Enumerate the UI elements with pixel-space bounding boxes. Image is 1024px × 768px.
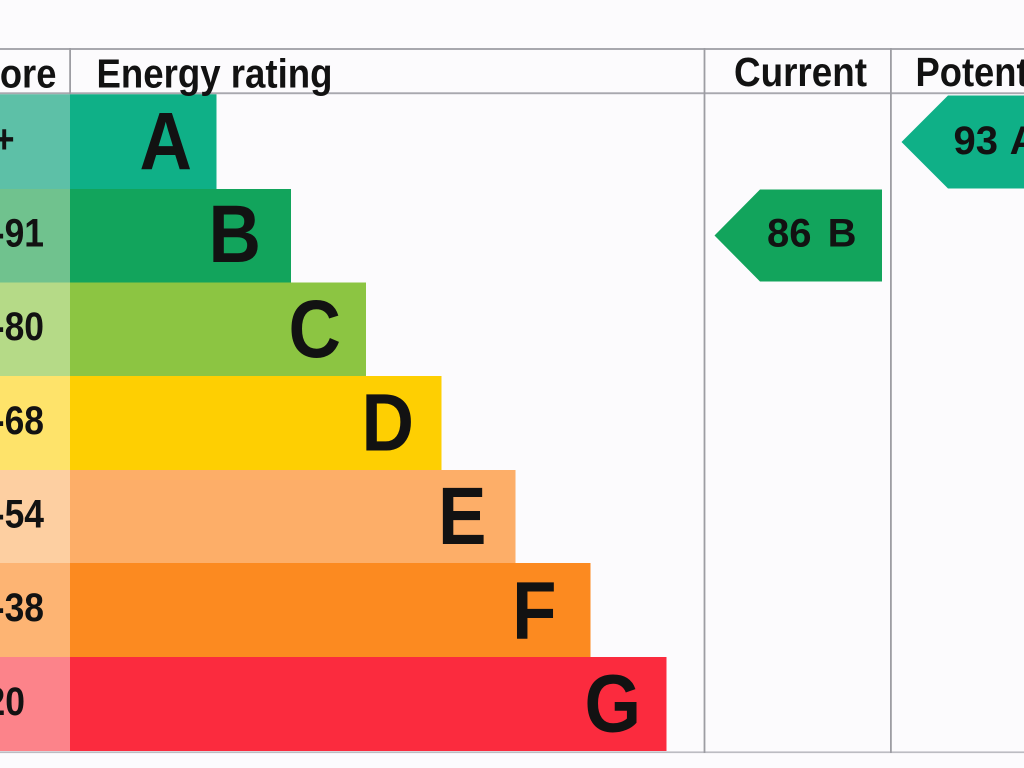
svg-text:55-68: 55-68 <box>0 399 44 443</box>
svg-text:21-38: 21-38 <box>0 586 44 630</box>
svg-text:E: E <box>438 471 486 562</box>
svg-text:Energy rating: Energy rating <box>97 51 333 97</box>
svg-text:B: B <box>209 189 261 280</box>
svg-text:69-80: 69-80 <box>0 305 44 349</box>
svg-text:86 B: 86 B <box>767 212 857 256</box>
svg-text:92+: 92+ <box>0 118 15 162</box>
svg-text:81-91: 81-91 <box>0 212 44 256</box>
svg-text:G: G <box>585 658 642 749</box>
svg-text:39-54: 39-54 <box>0 493 44 537</box>
svg-text:Potential: Potential <box>916 49 1024 95</box>
svg-text:C: C <box>289 284 341 375</box>
svg-text:93 A: 93 A <box>954 119 1024 163</box>
svg-text:Current: Current <box>734 49 867 95</box>
svg-text:Score: Score <box>0 51 56 97</box>
svg-text:1-20: 1-20 <box>0 680 25 724</box>
svg-text:D: D <box>362 377 414 468</box>
svg-text:F: F <box>512 565 556 656</box>
svg-text:A: A <box>140 96 192 187</box>
